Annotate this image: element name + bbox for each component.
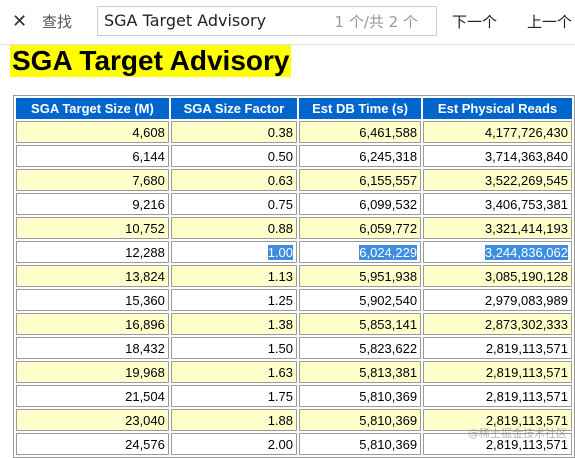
- table-header-row: SGA Target Size (M) SGA Size Factor Est …: [16, 98, 572, 119]
- est-db-time-cell: 5,810,369: [299, 433, 422, 455]
- est-db-time-cell: 5,810,369: [299, 385, 422, 407]
- table-body: 4,608 0.38 6,461,588 4,177,726,430 6,144 0.50…: [16, 121, 572, 455]
- sga-size-factor-cell: 1.75: [170, 385, 297, 407]
- sga-size-factor-cell: 0.38: [170, 121, 297, 143]
- sga-target-size-cell: 12,288: [16, 241, 169, 263]
- sga-target-size-cell: 19,968: [16, 361, 169, 383]
- sga-target-size-cell: 7,680: [16, 169, 169, 191]
- sga-target-size-cell: 6,144: [16, 145, 169, 167]
- est-physical-reads-cell: 2,819,113,571: [423, 361, 572, 383]
- table-row: 19,968 1.63 5,813,381 2,819,113,571: [16, 361, 572, 383]
- est-physical-reads-cell: 3,522,269,545: [423, 169, 572, 191]
- table-row: 15,360 1.25 5,902,540 2,979,083,989: [16, 289, 572, 311]
- find-input[interactable]: SGA Target Advisory: [104, 11, 267, 30]
- sga-size-factor-cell: 0.75: [170, 193, 297, 215]
- sga-size-factor-cell: 0.63: [170, 169, 297, 191]
- column-header-est-physical-reads: Est Physical Reads: [423, 98, 572, 119]
- est-db-time-cell: 6,461,588: [299, 121, 422, 143]
- sga-size-factor-cell: 0.88: [170, 217, 297, 239]
- sga-target-size-cell: 18,432: [16, 337, 169, 359]
- table-row: 13,824 1.13 5,951,938 3,085,190,128: [16, 265, 572, 287]
- est-physical-reads-cell: 3,714,363,840: [423, 145, 572, 167]
- est-db-time-cell: 5,823,622: [299, 337, 422, 359]
- table-row: 6,144 0.50 6,245,318 3,714,363,840: [16, 145, 572, 167]
- sga-target-size-cell: 16,896: [16, 313, 169, 335]
- table-row: 23,040 1.88 5,810,369 2,819,113,571: [16, 409, 572, 431]
- est-physical-reads-cell: 2,979,083,989: [423, 289, 572, 311]
- est-physical-reads-cell: 3,321,414,193: [423, 217, 572, 239]
- selected-text: 3,244,836,062: [484, 244, 568, 260]
- column-header-est-db-time: Est DB Time (s): [299, 98, 422, 119]
- find-bar: ✕ 查找 SGA Target Advisory 1 个/共 2 个 下一个 上…: [0, 0, 575, 45]
- column-header-sga-target-size: SGA Target Size (M): [16, 98, 169, 119]
- est-db-time-cell: 6,099,532: [299, 193, 422, 215]
- sga-target-size-cell: 13,824: [16, 265, 169, 287]
- sga-size-factor-cell: 1.25: [170, 289, 297, 311]
- est-physical-reads-cell: 3,085,190,128: [423, 265, 572, 287]
- est-db-time-cell: 5,951,938: [299, 265, 422, 287]
- est-db-time-cell: 5,902,540: [299, 289, 422, 311]
- sga-size-factor-cell: 1.63: [170, 361, 297, 383]
- selected-text: 1.00: [267, 244, 293, 260]
- sga-target-advisory-table: SGA Target Size (M) SGA Size Factor Est …: [13, 95, 575, 458]
- sga-target-size-cell: 4,608: [16, 121, 169, 143]
- table-row: 9,216 0.75 6,099,532 3,406,753,381: [16, 193, 572, 215]
- sga-size-factor-cell: 0.50: [170, 145, 297, 167]
- match-count: 1 个/共 2 个: [334, 13, 418, 31]
- sga-size-factor-cell: 1.13: [170, 265, 297, 287]
- sga-target-size-cell: 15,360: [16, 289, 169, 311]
- est-db-time-cell: 5,853,141: [299, 313, 422, 335]
- est-physical-reads-cell: 2,819,113,571: [423, 409, 572, 431]
- page-title: SGA Target Advisory: [10, 45, 292, 77]
- sga-size-factor-cell: 2.00: [170, 433, 297, 455]
- sga-target-size-cell: 23,040: [16, 409, 169, 431]
- table-row: 21,504 1.75 5,810,369 2,819,113,571: [16, 385, 572, 407]
- close-icon[interactable]: ✕: [12, 11, 28, 31]
- table-row: 7,680 0.63 6,155,557 3,522,269,545: [16, 169, 572, 191]
- sga-size-factor-cell: 1.88: [170, 409, 297, 431]
- watermark: @稀土掘金技术社区: [468, 427, 567, 440]
- find-previous-button[interactable]: 上一个: [527, 13, 573, 31]
- est-physical-reads-cell: 3,406,753,381: [423, 193, 572, 215]
- sga-size-factor-cell: 1.50: [170, 337, 297, 359]
- est-physical-reads-cell: 2,819,113,571: [423, 385, 572, 407]
- sga-target-size-cell: 10,752: [16, 217, 169, 239]
- table-row: 16,896 1.38 5,853,141 2,873,302,333: [16, 313, 572, 335]
- est-physical-reads-cell: 4,177,726,430: [423, 121, 572, 143]
- est-db-time-cell: 6,059,772: [299, 217, 422, 239]
- sga-size-factor-cell: 1.38: [170, 313, 297, 335]
- est-physical-reads-cell: 2,873,302,333: [423, 313, 572, 335]
- est-physical-reads-cell: 2,819,113,571: [423, 337, 572, 359]
- find-label: 查找: [42, 13, 73, 31]
- est-db-time-cell: 6,245,318: [299, 145, 422, 167]
- table-row: 12,288 1.00 6,024,229 3,244,836,062: [16, 241, 572, 263]
- find-next-button[interactable]: 下一个: [452, 13, 498, 31]
- table-row: 18,432 1.50 5,823,622 2,819,113,571: [16, 337, 572, 359]
- table-row: 4,608 0.38 6,461,588 4,177,726,430: [16, 121, 572, 143]
- sga-target-size-cell: 24,576: [16, 433, 169, 455]
- find-input-box[interactable]: SGA Target Advisory 1 个/共 2 个: [97, 6, 437, 36]
- sga-target-size-cell: 21,504: [16, 385, 169, 407]
- table-row: 10,752 0.88 6,059,772 3,321,414,193: [16, 217, 572, 239]
- est-db-time-cell: 6,024,229: [299, 241, 422, 263]
- est-db-time-cell: 5,810,369: [299, 409, 422, 431]
- est-physical-reads-cell: 3,244,836,062: [423, 241, 572, 263]
- sga-target-size-cell: 9,216: [16, 193, 169, 215]
- est-db-time-cell: 5,813,381: [299, 361, 422, 383]
- est-db-time-cell: 6,155,557: [299, 169, 422, 191]
- selected-text: 6,024,229: [359, 244, 418, 260]
- sga-size-factor-cell: 1.00: [170, 241, 297, 263]
- column-header-sga-size-factor: SGA Size Factor: [170, 98, 297, 119]
